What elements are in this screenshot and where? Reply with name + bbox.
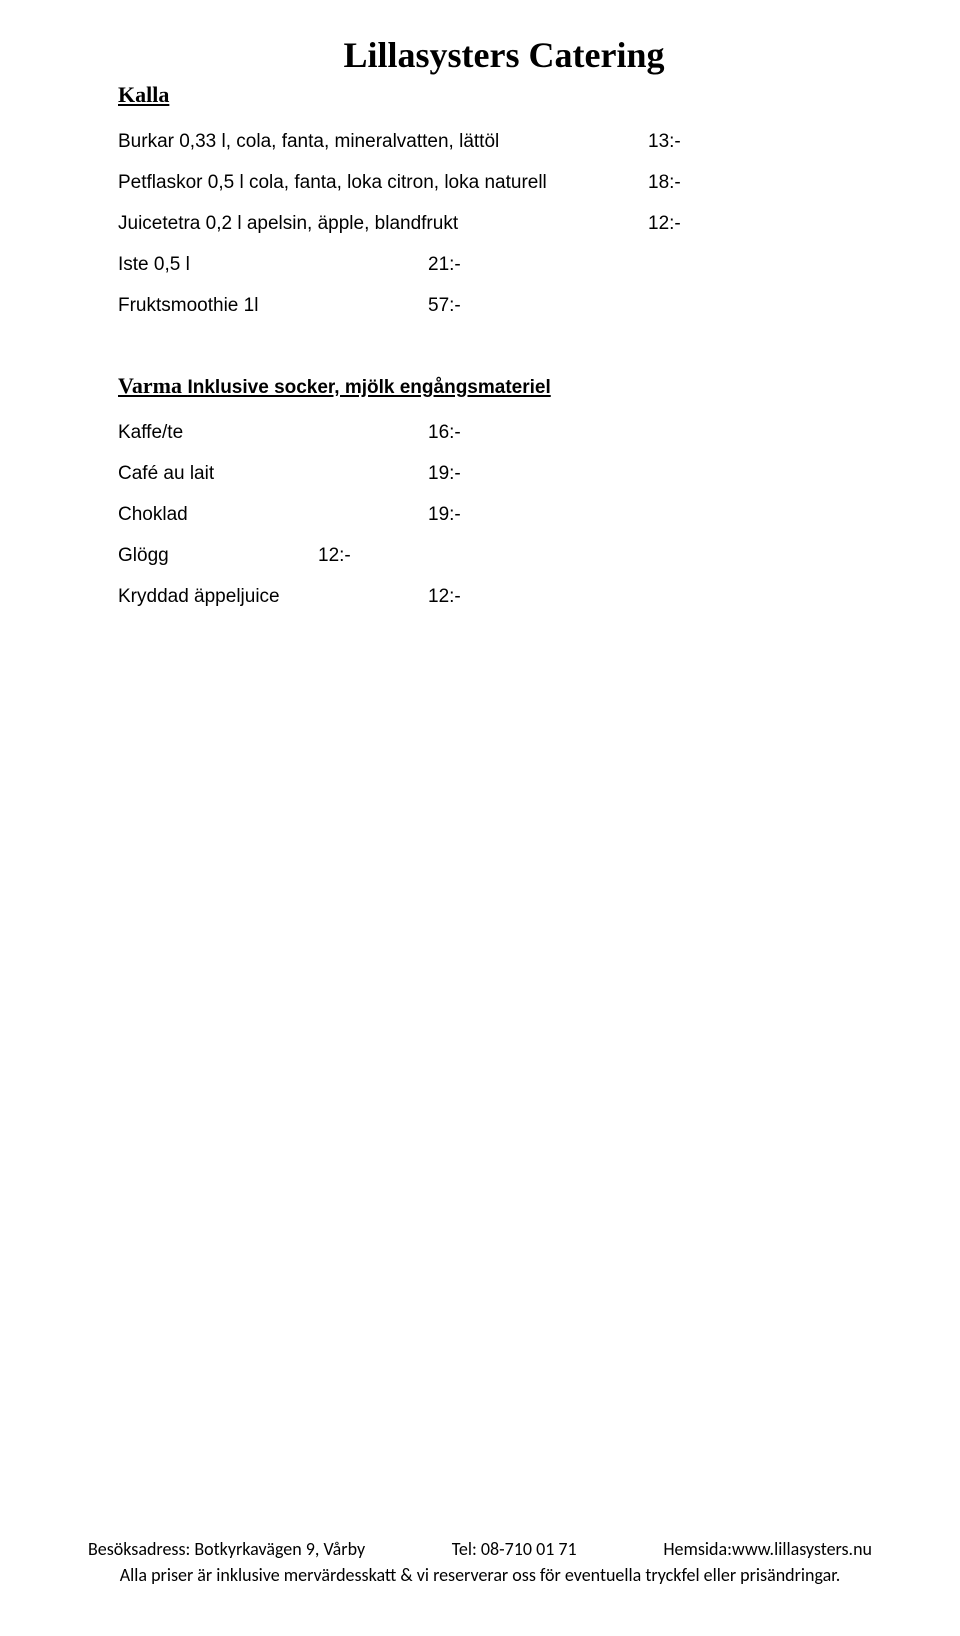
footer-tel: Tel: 08-710 01 71 xyxy=(452,1538,577,1560)
item-label: Kryddad äppeljuice xyxy=(118,587,428,606)
item-price: 19:- xyxy=(428,464,461,483)
item-label: Burkar 0,33 l, cola, fanta, mineralvatte… xyxy=(118,132,648,151)
page-content: Lillasysters Catering Kalla Burkar 0,33 … xyxy=(0,0,960,606)
item-price: 13:- xyxy=(648,132,681,151)
price-row: Choklad19:- xyxy=(118,505,870,524)
item-label: Iste 0,5 l xyxy=(118,255,428,274)
varma-subtext: Inklusive socker, mjölk engångsmateriel xyxy=(187,377,550,398)
item-price: 21:- xyxy=(428,255,461,274)
price-row: Glögg12:- xyxy=(118,546,870,565)
item-label: Petflaskor 0,5 l cola, fanta, loka citro… xyxy=(118,173,648,192)
footer: Besöksadress: Botkyrkavägen 9, Vårby Tel… xyxy=(0,1538,960,1586)
item-price: 12:- xyxy=(648,214,681,233)
item-price: 57:- xyxy=(428,296,461,315)
varma-heading-text: Varma xyxy=(118,373,187,398)
price-row: Kaffe/te16:- xyxy=(118,423,870,442)
footer-disclaimer: Alla priser är inklusive mervärdesskatt … xyxy=(52,1564,908,1586)
item-label: Fruktsmoothie 1l xyxy=(118,296,428,315)
price-row: Burkar 0,33 l, cola, fanta, mineralvatte… xyxy=(118,132,870,151)
kalla-wide-list: Burkar 0,33 l, cola, fanta, mineralvatte… xyxy=(118,132,870,233)
item-label: Choklad xyxy=(118,505,428,524)
item-price: 19:- xyxy=(428,505,461,524)
varma-narrow2-list: Kryddad äppeljuice12:- xyxy=(118,587,870,606)
section-heading-varma: Varma Inklusive socker, mjölk engångsmat… xyxy=(118,373,870,399)
price-row: Fruktsmoothie 1l57:- xyxy=(118,296,870,315)
item-price: 12:- xyxy=(428,587,461,606)
price-row: Iste 0,5 l21:- xyxy=(118,255,870,274)
price-row: Café au lait19:- xyxy=(118,464,870,483)
price-row: Kryddad äppeljuice12:- xyxy=(118,587,870,606)
footer-line1: Besöksadress: Botkyrkavägen 9, Vårby Tel… xyxy=(52,1538,908,1560)
page-title: Lillasysters Catering xyxy=(138,34,870,76)
varma-narrow-list: Kaffe/te16:-Café au lait19:-Choklad19:- xyxy=(118,423,870,524)
footer-site: Hemsida:www.lillasysters.nu xyxy=(663,1538,872,1560)
varma-narrower-list: Glögg12:- xyxy=(118,546,870,565)
item-label: Juicetetra 0,2 l apelsin, äpple, blandfr… xyxy=(118,214,648,233)
price-row: Juicetetra 0,2 l apelsin, äpple, blandfr… xyxy=(118,214,870,233)
item-label: Kaffe/te xyxy=(118,423,428,442)
section-heading-kalla: Kalla xyxy=(118,82,870,108)
item-price: 12:- xyxy=(318,546,351,565)
footer-address: Besöksadress: Botkyrkavägen 9, Vårby xyxy=(88,1538,365,1560)
item-price: 16:- xyxy=(428,423,461,442)
item-label: Café au lait xyxy=(118,464,428,483)
item-price: 18:- xyxy=(648,173,681,192)
price-row: Petflaskor 0,5 l cola, fanta, loka citro… xyxy=(118,173,870,192)
item-label: Glögg xyxy=(118,546,318,565)
kalla-narrow-list: Iste 0,5 l21:- Fruktsmoothie 1l57:- xyxy=(118,255,870,315)
